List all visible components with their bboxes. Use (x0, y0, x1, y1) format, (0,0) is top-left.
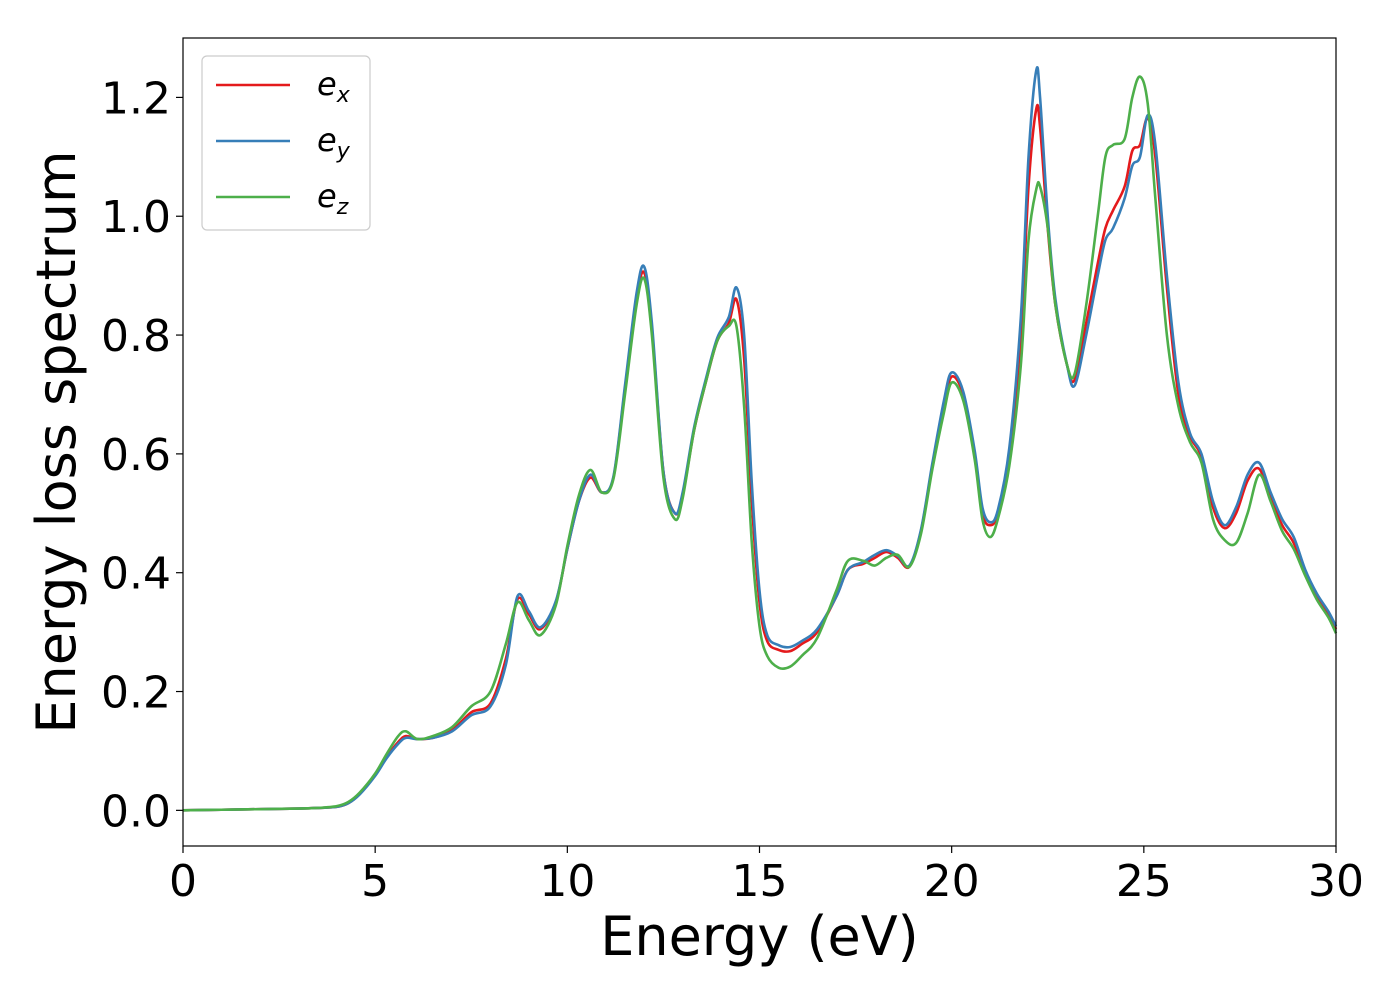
series-layer (182, 65, 1338, 812)
y-axis-ticks: 0.0 0.2 0.4 0.6 0.8 1.0 1.2 (101, 73, 183, 837)
y-tick-label: 0.2 (101, 668, 171, 719)
x-tick-label: 10 (539, 856, 595, 907)
y-tick-label: 0.0 (101, 786, 171, 837)
x-tick-label: 30 (1308, 856, 1364, 907)
x-tick-label: 25 (1116, 856, 1172, 907)
x-tick-label: 20 (924, 856, 980, 907)
plot-frame (182, 37, 1337, 847)
series-line-z (182, 75, 1338, 812)
legend-label-y: ey (317, 121, 351, 164)
x-tick-label: 15 (732, 856, 788, 907)
legend: ex ey ez (201, 55, 371, 231)
y-tick-label: 0.6 (101, 430, 171, 481)
y-tick-label: 1.2 (101, 73, 171, 124)
legend-label-x: ex (317, 65, 351, 108)
legend-frame (201, 55, 371, 231)
x-axis-ticks: 0 5 10 15 20 25 30 (169, 846, 1364, 907)
x-axis-label: Energy (eV) (600, 905, 919, 968)
x-tick-label: 5 (361, 856, 389, 907)
plot-background (183, 38, 1336, 846)
y-tick-label: 1.0 (101, 192, 171, 243)
series-line-y (182, 65, 1338, 812)
legend-label-z: ez (317, 177, 349, 220)
y-tick-label: 0.8 (101, 311, 171, 362)
y-tick-label: 0.4 (101, 549, 171, 600)
x-tick-label: 0 (169, 856, 197, 907)
y-axis-label: Energy loss spectrum (25, 150, 88, 733)
